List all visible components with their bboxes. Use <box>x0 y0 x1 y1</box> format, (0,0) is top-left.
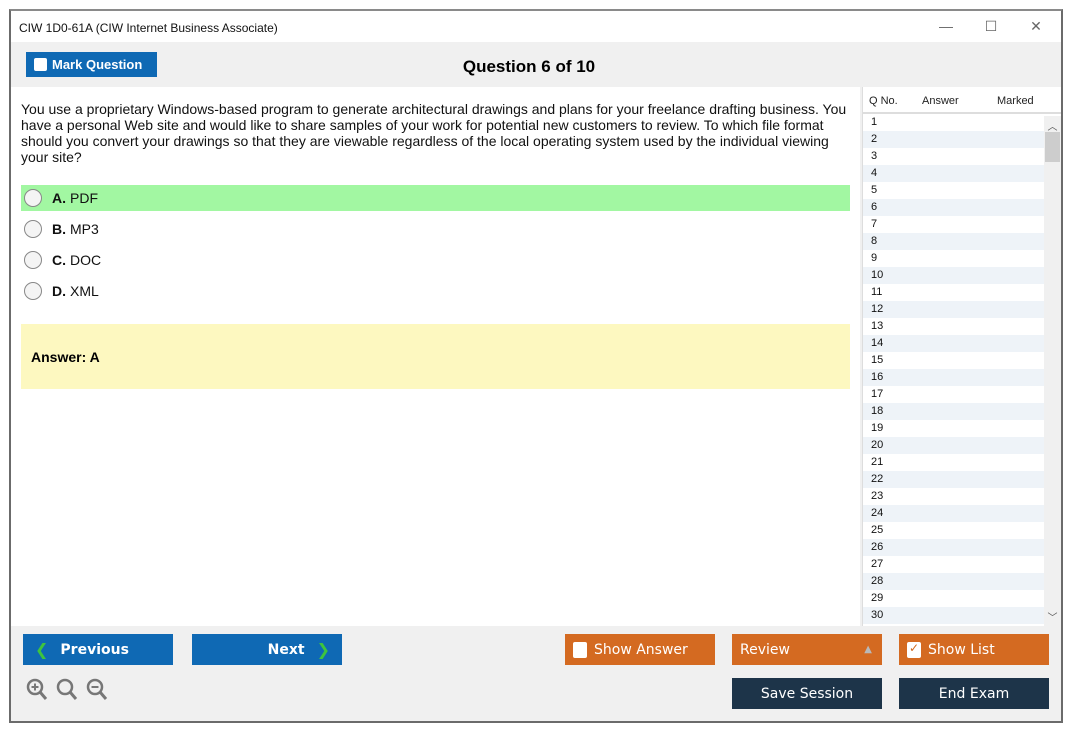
list-row[interactable]: 24 <box>863 505 1044 522</box>
previous-label: Previous <box>60 641 129 658</box>
list-row[interactable]: 7 <box>871 218 878 230</box>
list-header: Q No. Answer Marked <box>863 87 1061 114</box>
question-panel: You use a proprietary Windows-based prog… <box>11 87 860 626</box>
title-bar: CIW 1D0-61A (CIW Internet Business Assoc… <box>11 11 1061 42</box>
option-letter: D. <box>52 283 66 299</box>
list-row[interactable]: 4 <box>863 165 1044 182</box>
next-button[interactable]: Next ❯ <box>192 634 342 665</box>
option-a[interactable]: A. PDF <box>21 185 850 211</box>
option-letter: B. <box>52 221 66 237</box>
close-button[interactable]: ✕ <box>1030 18 1042 34</box>
question-text: You use a proprietary Windows-based prog… <box>21 101 847 165</box>
app-window: CIW 1D0-61A (CIW Internet Business Assoc… <box>9 9 1063 723</box>
show-answer-button[interactable]: Show Answer <box>565 634 715 665</box>
zoom-out-icon[interactable] <box>86 678 108 702</box>
minimize-button[interactable]: — <box>939 18 953 34</box>
radio-button[interactable] <box>24 251 42 269</box>
list-row[interactable]: 27 <box>871 558 884 570</box>
maximize-button[interactable]: ☐ <box>984 18 998 34</box>
chevron-left-icon: ❮ <box>35 640 49 659</box>
review-label: Review <box>740 641 790 658</box>
list-row[interactable]: 8 <box>863 233 1044 250</box>
list-row[interactable]: 5 <box>871 184 878 196</box>
list-scrollbar[interactable]: ︿ ﹀ <box>1044 116 1061 626</box>
list-row[interactable]: 30 <box>863 607 1044 624</box>
window-title: CIW 1D0-61A (CIW Internet Business Assoc… <box>19 21 278 35</box>
list-rows: 1 2 3 4 5 6 7 8 9 10 11 12 13 14 15 16 17 18 19 20 21 22 23 24 2… <box>863 114 1061 624</box>
save-session-button[interactable]: Save Session <box>732 678 882 709</box>
option-letter: C. <box>52 252 66 268</box>
option-c[interactable]: C. DOC <box>21 247 850 273</box>
list-row[interactable]: 13 <box>871 320 884 332</box>
scroll-down-icon[interactable]: ﹀ <box>1047 613 1058 624</box>
checkbox-icon <box>573 641 587 658</box>
list-row[interactable]: 6 <box>863 199 1044 216</box>
header-qno: Q No. <box>869 95 898 107</box>
list-row[interactable]: 9 <box>871 252 878 264</box>
radio-button[interactable] <box>24 189 42 207</box>
header-answer: Answer <box>922 95 959 107</box>
option-text: MP3 <box>70 221 99 237</box>
review-dropdown[interactable]: Review ▲ <box>732 634 882 665</box>
list-row[interactable]: 29 <box>871 592 884 604</box>
radio-button[interactable] <box>24 220 42 238</box>
scroll-up-icon[interactable]: ︿ <box>1047 122 1058 133</box>
scroll-thumb[interactable] <box>1045 132 1060 162</box>
option-text: PDF <box>70 190 98 206</box>
question-list: Q No. Answer Marked 1 2 3 4 5 6 7 8 9 10 11 12 13 14 1… <box>862 87 1061 626</box>
list-row[interactable]: 14 <box>863 335 1044 352</box>
list-row[interactable]: 16 <box>863 369 1044 386</box>
list-row[interactable]: 10 <box>863 267 1044 284</box>
chevron-right-icon: ❯ <box>316 640 330 659</box>
mark-question-button[interactable]: Mark Question <box>26 52 157 77</box>
zoom-in-icon[interactable] <box>26 678 48 702</box>
show-list-button[interactable]: ✓ Show List <box>899 634 1049 665</box>
mark-question-label: Mark Question <box>52 57 143 72</box>
show-answer-label: Show Answer <box>594 641 688 658</box>
next-label: Next <box>267 641 305 658</box>
list-row[interactable]: 12 <box>863 301 1044 318</box>
option-d[interactable]: D. XML <box>21 278 850 304</box>
radio-button[interactable] <box>24 282 42 300</box>
list-row[interactable]: 22 <box>863 471 1044 488</box>
list-row[interactable]: 11 <box>871 286 883 298</box>
checkbox-checked-icon: ✓ <box>907 641 921 658</box>
option-text: XML <box>70 283 99 299</box>
option-text: DOC <box>70 252 102 268</box>
list-row[interactable]: 26 <box>863 539 1044 556</box>
show-list-label: Show List <box>928 641 995 658</box>
list-row[interactable]: 2 <box>863 131 1044 148</box>
list-row[interactable]: 28 <box>863 573 1044 590</box>
checkbox-icon <box>34 58 47 71</box>
list-row[interactable]: 19 <box>871 422 884 434</box>
list-row[interactable]: 3 <box>871 150 878 162</box>
list-row[interactable]: 17 <box>871 388 884 400</box>
caret-up-icon: ▲ <box>864 644 872 655</box>
end-exam-button[interactable]: End Exam <box>899 678 1049 709</box>
previous-button[interactable]: ❮ Previous <box>23 634 173 665</box>
list-row[interactable]: 21 <box>871 456 884 468</box>
list-row[interactable]: 18 <box>863 403 1044 420</box>
list-row[interactable]: 23 <box>871 490 884 502</box>
list-row[interactable]: 15 <box>871 354 884 366</box>
list-row[interactable]: 25 <box>871 524 884 536</box>
toolbar: Mark Question Question 6 of 10 <box>11 42 1061 87</box>
option-letter: A. <box>52 190 66 206</box>
option-b[interactable]: B. MP3 <box>21 216 850 242</box>
zoom-reset-icon[interactable] <box>56 678 78 702</box>
answer-box: Answer: A <box>21 324 850 389</box>
question-title: Question 6 of 10 <box>462 57 596 76</box>
list-row[interactable]: 20 <box>863 437 1044 454</box>
header-marked: Marked <box>997 95 1034 107</box>
list-row[interactable]: 1 <box>871 116 878 128</box>
